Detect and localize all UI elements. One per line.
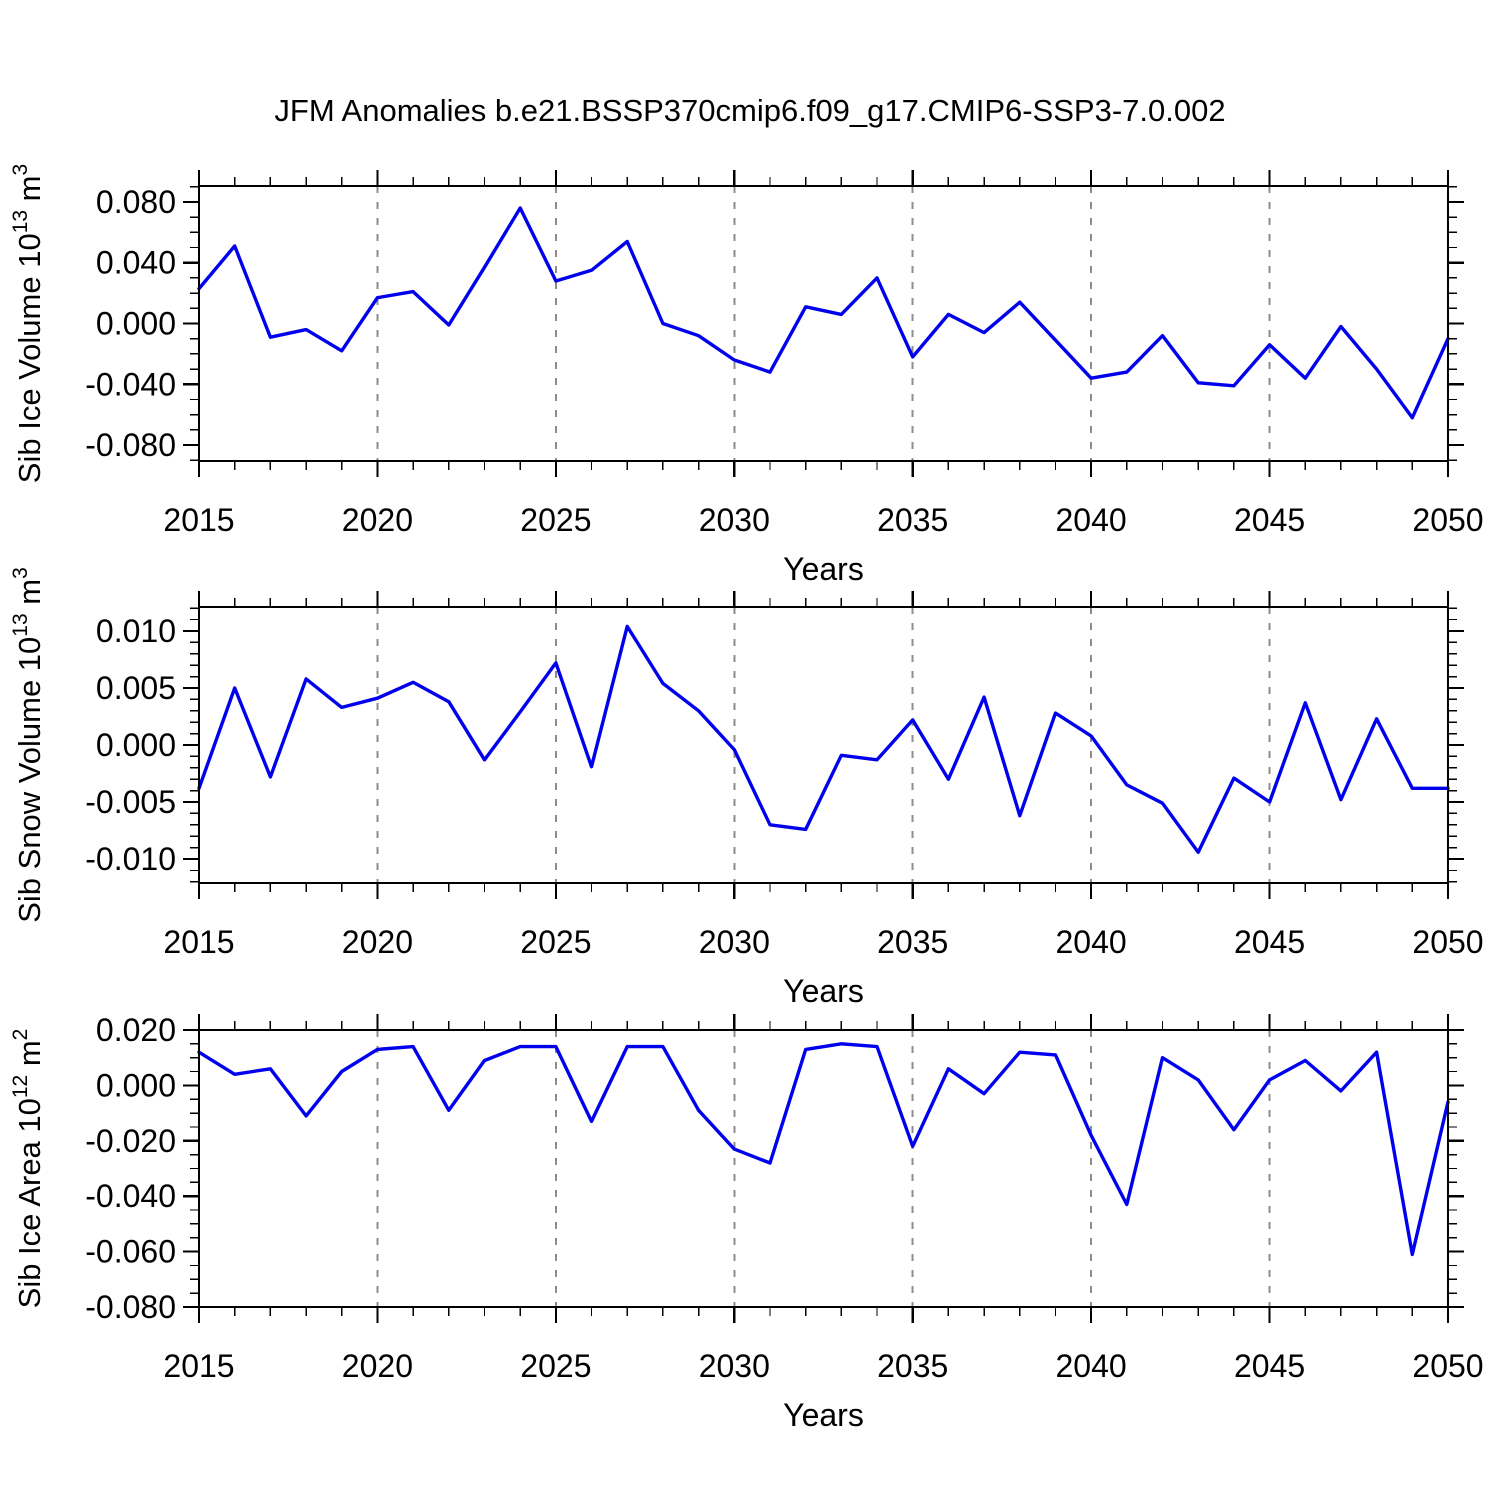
figure-title: JFM Anomalies b.e21.BSSP370cmip6.f09_g17… bbox=[274, 93, 1225, 128]
sib-ice-area-line bbox=[197, 1042, 1450, 1257]
x-tick-label-2020: 2020 bbox=[342, 502, 413, 538]
x-ticks-sib-ice-volume bbox=[197, 170, 1450, 477]
x-tick-label-2020: 2020 bbox=[342, 924, 413, 960]
x-tick-label-2030: 2030 bbox=[699, 924, 770, 960]
y-axis-title-sib-ice-area: Sib Ice Area 1012 m2 bbox=[9, 1029, 47, 1309]
y-tick-label--0.010: -0.010 bbox=[85, 841, 176, 877]
y-ticks-sib-snow-volume bbox=[183, 607, 1464, 883]
x-tick-label-2035: 2035 bbox=[877, 1348, 948, 1384]
x-tick-label-2025: 2025 bbox=[520, 924, 591, 960]
y-tick-label-0.020: 0.020 bbox=[96, 1012, 176, 1048]
sib-snow-volume-line bbox=[197, 624, 1450, 854]
x-tick-label-2045: 2045 bbox=[1234, 924, 1305, 960]
y-tick-label-0.040: 0.040 bbox=[96, 245, 176, 281]
x-tick-label-2035: 2035 bbox=[877, 924, 948, 960]
panel-sib-ice-area: 0.020 0.000 -0.020 -0.040 -0.060 -0.080 2015 20… bbox=[9, 1012, 1484, 1433]
y-tick-label-0.000: 0.000 bbox=[96, 727, 176, 763]
panels-group: 0.080 0.040 0.000 -0.040 -0.080 2015 2020 2025 2… bbox=[9, 164, 1484, 1433]
y-tick-label--0.020: -0.020 bbox=[85, 1123, 176, 1159]
x-tick-label-2050: 2050 bbox=[1412, 1348, 1483, 1384]
y-tick-label-0.000: 0.000 bbox=[96, 306, 176, 342]
x-axis-title-sib-snow-volume: Years bbox=[783, 973, 864, 1009]
plot-frame-sib-ice-volume bbox=[198, 185, 1449, 462]
y-tick-label--0.040: -0.040 bbox=[85, 1178, 176, 1214]
y-tick-label--0.060: -0.060 bbox=[85, 1234, 176, 1270]
y-axis-title-sib-snow-volume: Sib Snow Volume 1013 m3 bbox=[9, 567, 47, 923]
x-tick-label-2030: 2030 bbox=[699, 502, 770, 538]
plot-frame-sib-snow-volume bbox=[198, 606, 1449, 884]
x-tick-label-2015: 2015 bbox=[163, 1348, 234, 1384]
x-ticks-sib-ice-area bbox=[197, 1014, 1450, 1323]
y-tick-label-0.080: 0.080 bbox=[96, 184, 176, 220]
x-tick-label-2040: 2040 bbox=[1056, 1348, 1127, 1384]
panel-sib-ice-volume: 0.080 0.040 0.000 -0.040 -0.080 2015 2020 2025 2… bbox=[9, 164, 1484, 587]
x-tick-label-2030: 2030 bbox=[699, 1348, 770, 1384]
y-ticks-sib-ice-volume bbox=[183, 186, 1464, 461]
x-tick-label-2015: 2015 bbox=[163, 502, 234, 538]
x-tick-label-2040: 2040 bbox=[1056, 924, 1127, 960]
x-tick-label-2025: 2025 bbox=[520, 1348, 591, 1384]
x-tick-label-2045: 2045 bbox=[1234, 1348, 1305, 1384]
y-ticks-sib-ice-area bbox=[183, 1028, 1464, 1309]
x-tick-label-2045: 2045 bbox=[1234, 502, 1305, 538]
x-tick-label-2050: 2050 bbox=[1412, 502, 1483, 538]
plot-frame-sib-ice-area bbox=[198, 1029, 1449, 1308]
y-tick-label--0.080: -0.080 bbox=[85, 427, 176, 463]
x-axis-title-sib-ice-area: Years bbox=[783, 1397, 864, 1433]
y-tick-label--0.080: -0.080 bbox=[85, 1289, 176, 1325]
sib-ice-volume-line bbox=[197, 206, 1450, 420]
x-tick-label-2015: 2015 bbox=[163, 924, 234, 960]
y-axis-title-sib-ice-volume: Sib Ice Volume 1013 m3 bbox=[9, 164, 47, 483]
y-tick-label--0.005: -0.005 bbox=[85, 784, 176, 820]
y-tick-label-0.005: 0.005 bbox=[96, 670, 176, 706]
x-axis-title-sib-ice-volume: Years bbox=[783, 551, 864, 587]
x-tick-label-2020: 2020 bbox=[342, 1348, 413, 1384]
panel-sib-snow-volume: 0.010 0.005 0.000 -0.005 -0.010 2015 2020 2025 2… bbox=[9, 567, 1484, 1009]
x-tick-label-2040: 2040 bbox=[1056, 502, 1127, 538]
y-tick-label-0.010: 0.010 bbox=[96, 613, 176, 649]
x-tick-label-2025: 2025 bbox=[520, 502, 591, 538]
y-tick-label-0.000: 0.000 bbox=[96, 1067, 176, 1103]
x-tick-label-2050: 2050 bbox=[1412, 924, 1483, 960]
x-ticks-sib-snow-volume bbox=[197, 591, 1450, 899]
x-tick-label-2035: 2035 bbox=[877, 502, 948, 538]
y-tick-label--0.040: -0.040 bbox=[85, 366, 176, 402]
